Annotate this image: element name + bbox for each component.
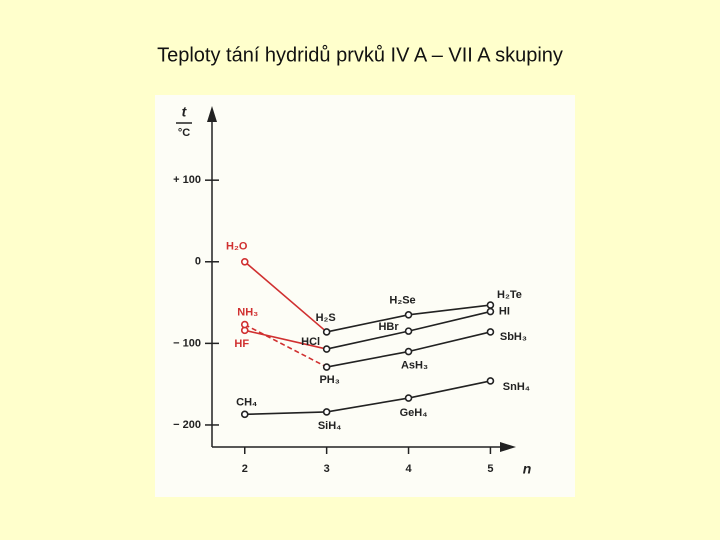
- series-segment: [326, 330, 409, 350]
- point-label: HI: [499, 305, 510, 317]
- data-point: [322, 345, 331, 353]
- series-segment: [244, 411, 327, 416]
- series-segment: [244, 323, 328, 368]
- data-point: [404, 394, 413, 402]
- point-label: HF: [234, 338, 249, 350]
- x-tick-label: 4: [405, 463, 412, 475]
- y-tick-label: + 100: [173, 174, 201, 186]
- series-segment: [408, 380, 491, 399]
- data-point: [486, 307, 495, 316]
- series-segment: [408, 304, 491, 316]
- data-point: [240, 257, 249, 266]
- point-label: PH₃: [319, 374, 339, 386]
- series-segment: [326, 397, 409, 413]
- x-tick-label: 5: [487, 463, 493, 475]
- chart-panel: [155, 95, 575, 497]
- data-point: [404, 311, 413, 319]
- data-point: [322, 408, 331, 416]
- data-point: [404, 347, 413, 356]
- x-axis-label: n: [523, 461, 532, 477]
- point-label: HBr: [378, 321, 399, 333]
- series-segment: [244, 261, 328, 333]
- series-segment: [408, 331, 491, 353]
- y-tick-label: 0: [195, 256, 201, 268]
- point-label: CH₄: [236, 396, 257, 408]
- data-point: [486, 301, 495, 309]
- y-tick-label: − 100: [173, 337, 201, 349]
- data-point: [240, 320, 249, 329]
- y-axis-arrow: [207, 106, 217, 122]
- point-label: H₂Te: [497, 289, 522, 301]
- data-point: [322, 328, 331, 336]
- point-label: H₂S: [316, 312, 336, 324]
- data-point: [486, 377, 495, 385]
- y-axis-unit: °C: [178, 127, 190, 139]
- point-label: H₂Se: [389, 295, 415, 307]
- data-point: [322, 363, 331, 371]
- point-label: AsH₃: [401, 359, 428, 371]
- point-label: H₂O: [226, 241, 248, 253]
- point-label: SbH₃: [500, 331, 527, 343]
- data-point: [240, 410, 249, 419]
- x-tick-label: 2: [242, 463, 248, 475]
- y-tick-label: − 200: [173, 419, 201, 431]
- point-label: HCl: [301, 336, 320, 348]
- series-segment: [326, 350, 409, 368]
- x-axis-arrow: [500, 442, 516, 452]
- y-axis-label: t: [182, 104, 188, 120]
- series-segment: [408, 310, 491, 332]
- point-label: SiH₄: [318, 420, 342, 432]
- point-label: SnH₄: [503, 381, 530, 393]
- x-tick-label: 3: [324, 463, 330, 475]
- point-label: NH₃: [237, 307, 258, 319]
- series-segment: [244, 329, 327, 350]
- data-point: [404, 327, 413, 335]
- data-point: [486, 328, 495, 336]
- series-segment: [326, 314, 409, 333]
- slide-title: Teploty tání hydridů prvků IV A – VII A …: [157, 44, 563, 66]
- point-label: GeH₄: [400, 407, 428, 419]
